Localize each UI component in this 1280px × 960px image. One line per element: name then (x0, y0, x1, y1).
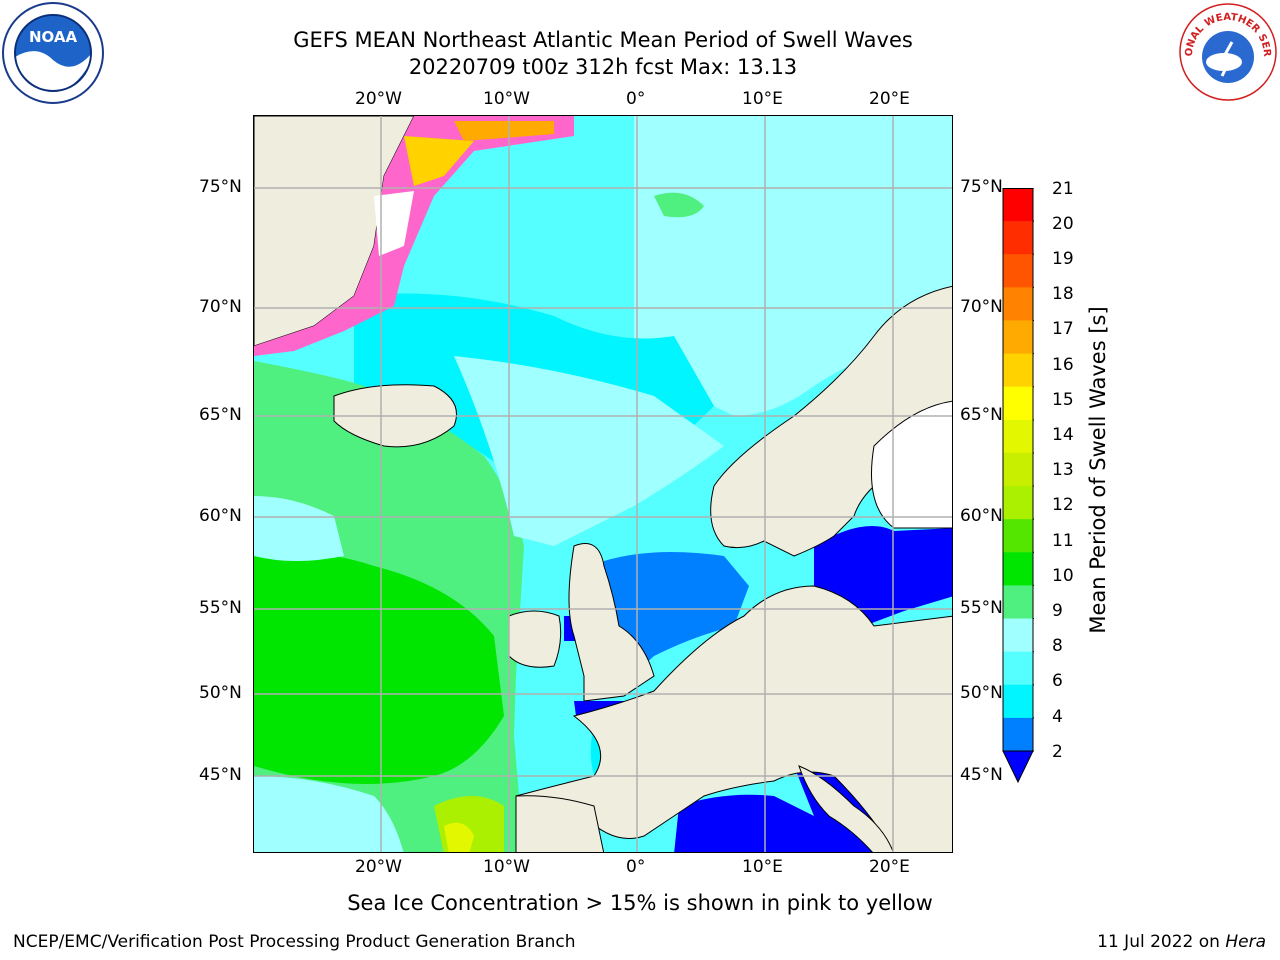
lat-tick-left: 70°N (199, 297, 242, 317)
lat-tick-right: 70°N (960, 297, 1003, 317)
ocean-period-9-10 (654, 192, 704, 218)
sea-ice (404, 136, 474, 186)
lat-tick-left: 60°N (199, 506, 242, 526)
lat-tick-right: 45°N (960, 765, 1003, 785)
colorbar-segment (1003, 419, 1033, 454)
lon-tick-top: 0° (626, 89, 646, 109)
ice-note-row: Sea Ice Concentration > 15% is shown in … (0, 891, 1280, 915)
lat-tick-left: 65°N (199, 405, 242, 425)
ocean-period-14-15 (444, 822, 474, 852)
sea-ice (254, 116, 574, 356)
colorbar-tick: 20 (1052, 214, 1074, 234)
chart-title: GEFS MEAN Northeast Atlantic Mean Period… (293, 28, 913, 52)
colorbar-tick: 18 (1052, 284, 1074, 304)
lat-tick-left: 45°N (199, 765, 242, 785)
colorbar-segment (1003, 552, 1033, 586)
lon-tick-top: 10°W (483, 89, 530, 109)
colorbar-tick: 13 (1052, 460, 1074, 480)
lat-tick-right: 50°N (960, 683, 1003, 703)
ocean-period-below-2 (674, 794, 894, 852)
colorbar-tick: 21 (1052, 179, 1074, 199)
colorbar-segment (1003, 287, 1033, 321)
ocean-period-8-9 (254, 776, 404, 852)
lon-tick-top: 10°E (742, 89, 783, 109)
ice-note: Sea Ice Concentration > 15% is shown in … (347, 891, 933, 915)
map-gridlines (254, 116, 952, 852)
land-scandinavia (710, 285, 952, 557)
colorbar-segment (1003, 320, 1033, 355)
colorbar-tick: 17 (1052, 319, 1074, 339)
lon-tick-top: 20°W (355, 89, 402, 109)
colorbar-segment (1003, 651, 1033, 686)
land-great-britain (568, 543, 655, 702)
colorbar-segment (1003, 585, 1033, 620)
ocean-period-10-11 (254, 552, 504, 784)
colorbar-segment (1003, 221, 1033, 255)
colorbar-tick: 19 (1052, 249, 1074, 269)
colorbar-tick: 16 (1052, 355, 1074, 375)
colorbar-segment (1003, 618, 1033, 653)
colorbar-tick: 14 (1052, 425, 1074, 445)
nws-logo: NATIONAL WEATHER SERVICE (1174, 0, 1278, 102)
lon-tick-bottom: 20°E (869, 857, 910, 877)
colorbar-tick: 2 (1052, 742, 1063, 762)
footer-left: NCEP/EMC/Verification Post Processing Pr… (13, 932, 576, 952)
sea-ice (454, 121, 554, 141)
land-iberia (515, 795, 605, 852)
footer-date: 11 Jul 2022 on (1097, 932, 1226, 952)
colorbar (1002, 187, 1038, 784)
noaa-logo: NOAA (2, 2, 104, 104)
land-unmasked (871, 400, 952, 529)
chart-subtitle: 20220709 t00z 312h fcst Max: 13.13 (408, 55, 798, 79)
lon-tick-bottom: 0° (626, 857, 646, 877)
svg-text:NOAA: NOAA (29, 28, 78, 46)
footer-right: 11 Jul 2022 on Hera (1097, 932, 1266, 952)
lon-tick-bottom: 10°E (742, 857, 783, 877)
sea-ice (374, 191, 414, 256)
colorbar-segment (1003, 353, 1033, 388)
colorbar-tick: 15 (1052, 390, 1074, 410)
colorbar-svg (1002, 187, 1038, 784)
footer-machine: Hera (1225, 932, 1266, 952)
lon-tick-bottom: 10°W (483, 857, 530, 877)
land-ireland (508, 610, 562, 668)
colorbar-segment (1003, 486, 1033, 520)
colorbar-tick: 11 (1052, 531, 1074, 551)
colorbar-below-triangle (1002, 750, 1034, 784)
map-panel (253, 115, 953, 853)
lat-tick-right: 65°N (960, 405, 1003, 425)
colorbar-segment (1003, 386, 1033, 421)
lon-tick-top: 20°E (869, 89, 910, 109)
lon-tick-bottom: 20°W (355, 857, 402, 877)
colorbar-tick: 10 (1052, 566, 1074, 586)
ocean-period-8-9 (454, 356, 724, 546)
colorbar-tick: 6 (1052, 671, 1063, 691)
colorbar-tick: 12 (1052, 495, 1074, 515)
map-svg (254, 116, 952, 852)
colorbar-tick: 4 (1052, 707, 1063, 727)
lat-tick-left: 50°N (199, 683, 242, 703)
colorbar-tick: 8 (1052, 636, 1063, 656)
lat-tick-left: 75°N (199, 177, 242, 197)
ocean-period-8-9 (254, 496, 344, 561)
colorbar-segment (1003, 452, 1033, 487)
colorbar-segment (1003, 519, 1033, 553)
colorbar-segment (1003, 684, 1033, 719)
colorbar-label: Mean Period of Swell Waves [s] (1086, 306, 1110, 634)
lat-tick-right: 55°N (960, 598, 1003, 618)
lat-tick-left: 55°N (199, 598, 242, 618)
colorbar-tick: 9 (1052, 601, 1063, 621)
lat-tick-right: 75°N (960, 177, 1003, 197)
colorbar-outline (1002, 188, 1034, 752)
colorbar-segment (1003, 254, 1033, 288)
colorbar-segment (1003, 717, 1033, 752)
colorbar-segment (1003, 188, 1033, 222)
land-italy (798, 765, 894, 852)
lat-tick-right: 60°N (960, 506, 1003, 526)
